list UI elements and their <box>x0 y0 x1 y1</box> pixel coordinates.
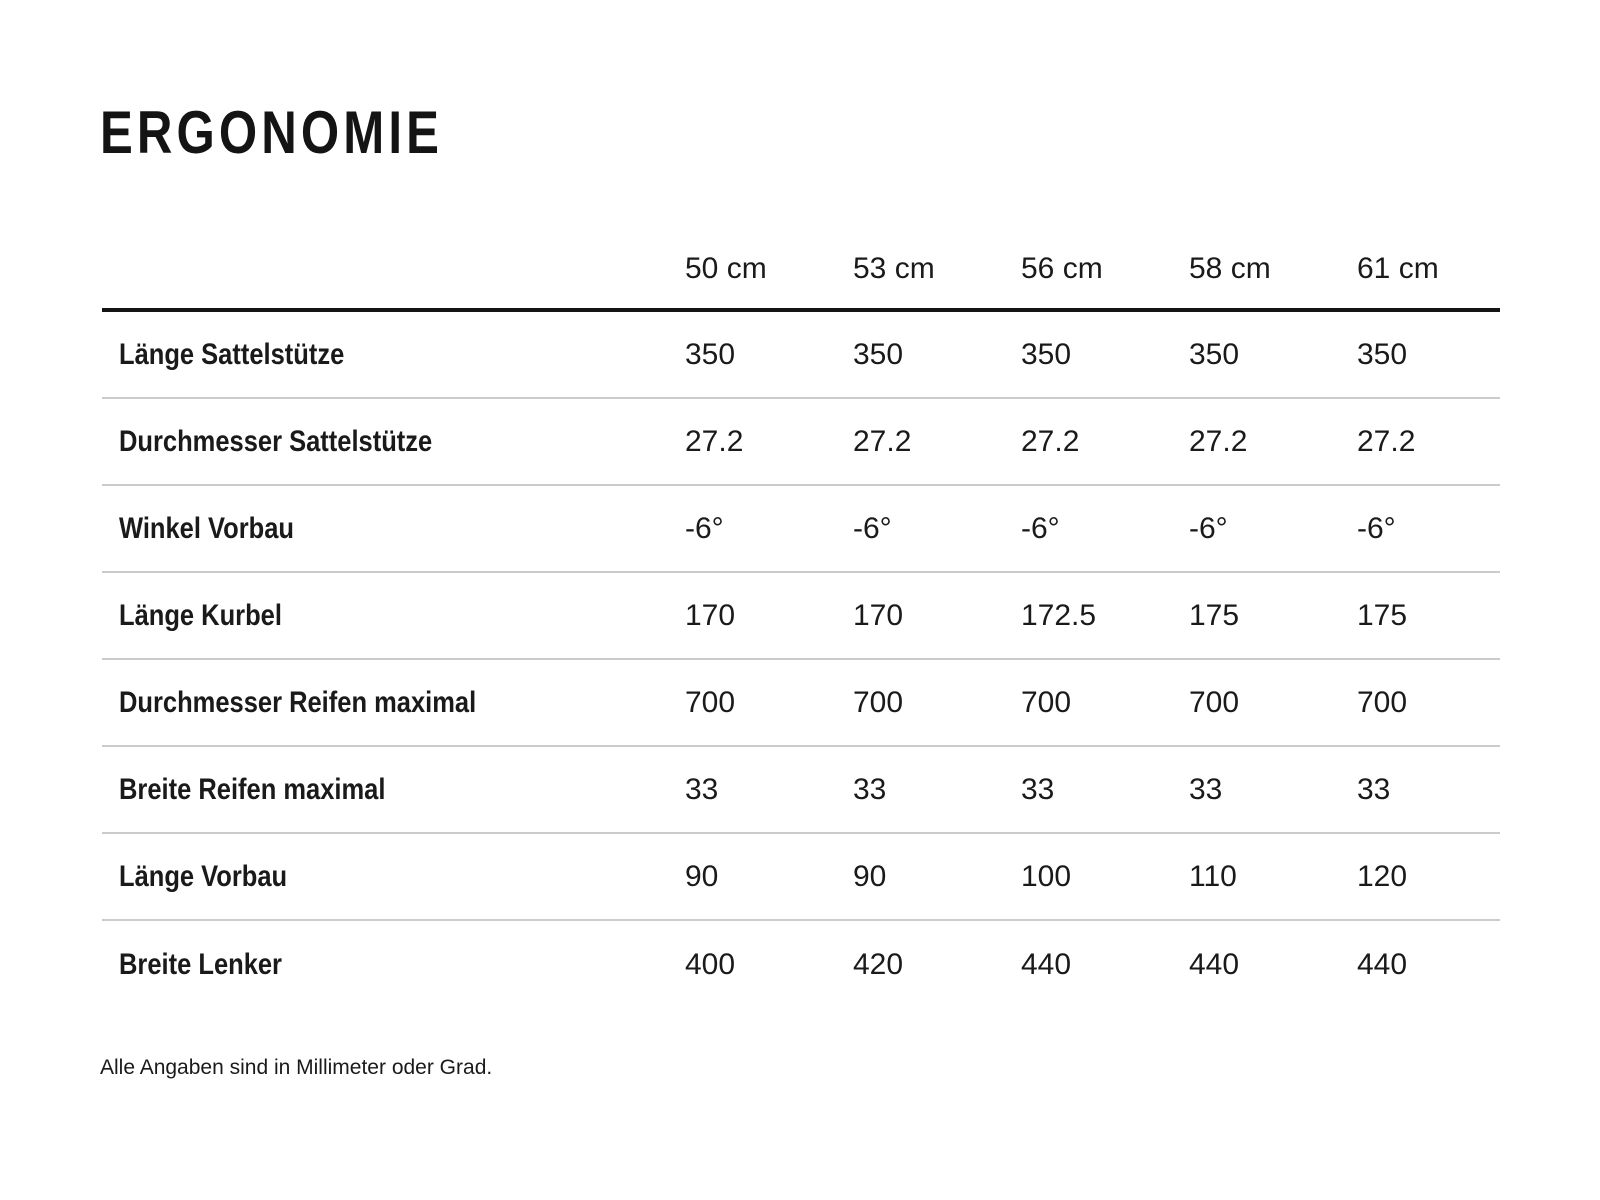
table-cell: 440 <box>1189 947 1240 981</box>
table-cell: 172.5 <box>1021 598 1097 632</box>
table-cell: 33 <box>853 772 887 806</box>
table-row-laenge-sattelstuetze: Länge Sattelstütze 350 350 350 350 350 <box>102 312 1500 399</box>
table-cell: 350 <box>685 337 736 371</box>
table-cell: 100 <box>1021 859 1072 893</box>
table-cell: 27.2 <box>1021 424 1080 458</box>
table-cell: -6° <box>1021 511 1060 545</box>
table-cell: 33 <box>685 772 719 806</box>
table-row-laenge-vorbau: Länge Vorbau 90 90 100 110 120 <box>102 834 1500 921</box>
table-cell: 90 <box>685 859 719 893</box>
row-label: Winkel Vorbau <box>119 511 294 545</box>
table-row-winkel-vorbau: Winkel Vorbau -6° -6° -6° -6° -6° <box>102 486 1500 573</box>
table-cell: -6° <box>1189 511 1228 545</box>
table-cell: 440 <box>1021 947 1072 981</box>
table-cell: 420 <box>853 947 904 981</box>
table-row-durchmesser-sattelstuetze: Durchmesser Sattelstütze 27.2 27.2 27.2 … <box>102 399 1500 486</box>
table-cell: 27.2 <box>1189 424 1248 458</box>
table-cell: 700 <box>1357 685 1408 719</box>
table-cell: -6° <box>685 511 724 545</box>
table-cell: 350 <box>853 337 904 371</box>
table-row-durchmesser-reifen-maximal: Durchmesser Reifen maximal 700 700 700 7… <box>102 660 1500 747</box>
table-cell: 33 <box>1189 772 1223 806</box>
table-cell: 350 <box>1357 337 1408 371</box>
table-row-breite-reifen-maximal: Breite Reifen maximal 33 33 33 33 33 <box>102 747 1500 834</box>
table-cell: 400 <box>685 947 736 981</box>
table-cell: 170 <box>685 598 736 632</box>
table-cell: 27.2 <box>853 424 912 458</box>
table-cell: 33 <box>1021 772 1055 806</box>
table-header-size-61: 61 cm <box>1357 252 1439 285</box>
table-header-size-56: 56 cm <box>1021 252 1103 285</box>
row-label: Durchmesser Sattelstütze <box>119 424 433 458</box>
table-header-size-53: 53 cm <box>853 252 935 285</box>
table-cell: 700 <box>1021 685 1072 719</box>
table-cell: -6° <box>853 511 892 545</box>
table-cell: 33 <box>1357 772 1391 806</box>
row-label: Durchmesser Reifen maximal <box>119 685 477 719</box>
table-header-size-50: 50 cm <box>685 252 767 285</box>
table-cell: 175 <box>1189 598 1240 632</box>
row-label: Breite Lenker <box>119 947 282 981</box>
table-header-size-58: 58 cm <box>1189 252 1271 285</box>
row-label: Länge Kurbel <box>119 598 282 632</box>
page-title: ERGONOMIE <box>100 99 444 166</box>
table-cell: 27.2 <box>1357 424 1416 458</box>
table-cell: 27.2 <box>685 424 744 458</box>
table-cell: 440 <box>1357 947 1408 981</box>
row-label: Breite Reifen maximal <box>119 772 386 806</box>
table-cell: 350 <box>1189 337 1240 371</box>
table-row-breite-lenker: Breite Lenker 400 420 440 440 440 <box>102 921 1500 1008</box>
table-cell: 90 <box>853 859 887 893</box>
table-row-laenge-kurbel: Länge Kurbel 170 170 172.5 175 175 <box>102 573 1500 660</box>
row-label: Länge Sattelstütze <box>119 337 345 371</box>
table-cell: 110 <box>1189 859 1237 893</box>
ergonomics-table: 50 cm 53 cm 56 cm 58 cm 61 cm Länge Satt… <box>102 162 1500 1008</box>
row-label: Länge Vorbau <box>119 859 288 893</box>
table-cell: -6° <box>1357 511 1396 545</box>
units-footnote: Alle Angaben sind in Millimeter oder Gra… <box>100 1056 493 1079</box>
table-cell: 350 <box>1021 337 1072 371</box>
table-cell: 120 <box>1357 859 1408 893</box>
table-cell: 700 <box>685 685 736 719</box>
table-cell: 170 <box>853 598 904 632</box>
table-cell: 700 <box>1189 685 1240 719</box>
table-cell: 175 <box>1357 598 1408 632</box>
table-cell: 700 <box>853 685 904 719</box>
table-header-row: 50 cm 53 cm 56 cm 58 cm 61 cm <box>102 162 1500 312</box>
